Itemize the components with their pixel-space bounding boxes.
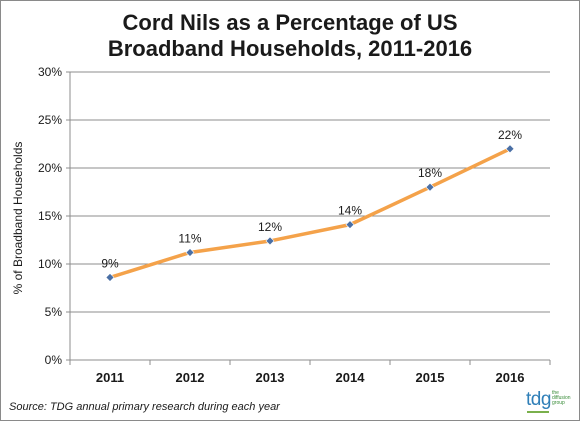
data-label: 9% (101, 256, 119, 270)
x-tick-label: 2012 (176, 370, 205, 385)
data-point (185, 248, 195, 257)
data-point (345, 220, 355, 230)
tdg-logo: tdg the diffusion group (526, 389, 574, 415)
chart-title-line2: Broadband Households, 2011-2016 (107, 36, 473, 61)
data-label: 22% (498, 128, 522, 142)
data-label: 18% (418, 166, 442, 180)
data-point (105, 273, 115, 282)
x-tick-label: 2015 (416, 370, 445, 385)
y-tick-label: 5% (45, 305, 63, 319)
data-label: 11% (178, 231, 201, 245)
chart-title-line1: Cord Nils as a Percentage of US (122, 10, 458, 35)
source-note: Source: TDG annual primary research duri… (9, 401, 280, 413)
logo-mark: tdg (526, 389, 551, 410)
data-point (505, 144, 515, 154)
y-tick-label: 0% (45, 353, 63, 367)
y-tick-label: 15% (38, 209, 62, 223)
x-tick-label: 2016 (496, 370, 525, 385)
data-point (425, 182, 435, 192)
series-line (108, 147, 512, 280)
x-tick-label: 2013 (256, 370, 285, 385)
x-tick-label: 2014 (336, 370, 366, 385)
logo-subtitle: the diffusion group (552, 390, 571, 406)
y-tick-label: 20% (38, 161, 62, 175)
logo-bar (527, 411, 549, 413)
data-label: 12% (258, 220, 282, 234)
x-tick-label: 2011 (96, 370, 124, 385)
y-tick-label: 30% (38, 65, 62, 79)
data-label: 14% (338, 204, 362, 218)
y-tick-label: 10% (38, 257, 62, 271)
data-point (265, 236, 275, 246)
y-tick-label: 25% (38, 113, 62, 127)
